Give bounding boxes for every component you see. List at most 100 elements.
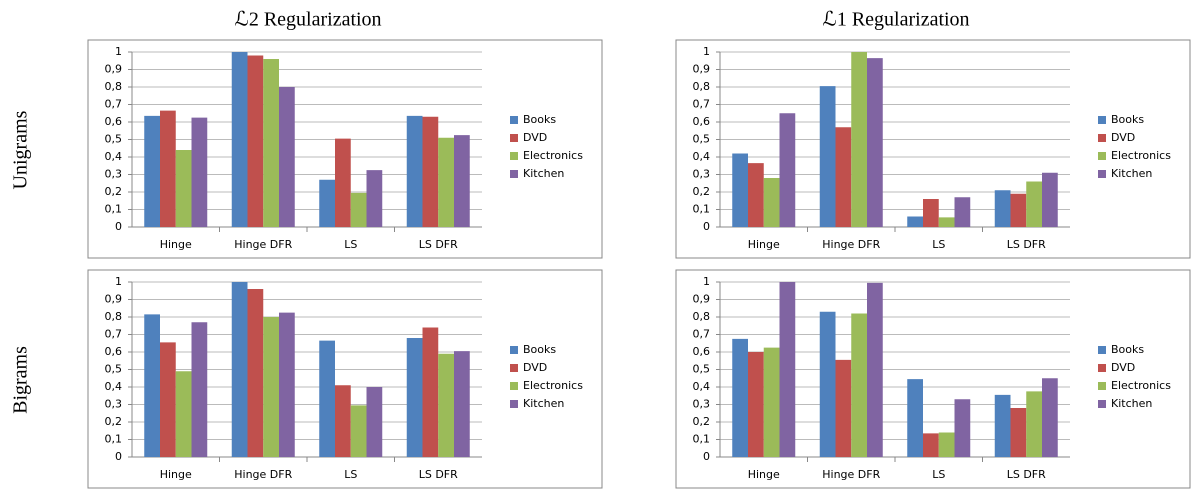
x-tick-label: LS <box>344 468 357 481</box>
legend-label: DVD <box>523 131 547 144</box>
legend-label: Kitchen <box>1111 167 1152 180</box>
x-tick-label: Hinge <box>748 238 780 251</box>
y-tick-label: 0,7 <box>693 328 711 341</box>
bar <box>231 52 248 227</box>
y-tick-label: 0,6 <box>105 345 123 358</box>
y-tick-label: 1 <box>115 275 122 288</box>
bar <box>748 163 764 227</box>
legend-label: Electronics <box>1111 149 1171 162</box>
y-tick-label: 1 <box>115 45 122 58</box>
legend-label: Electronics <box>523 149 583 162</box>
legend-swatch <box>510 152 518 160</box>
legend-swatch <box>510 382 518 390</box>
bar <box>438 137 454 227</box>
y-tick-label: 0,5 <box>105 133 123 146</box>
bar <box>1026 181 1042 227</box>
y-tick-label: 0,3 <box>693 168 711 181</box>
bar <box>247 289 264 457</box>
bar <box>994 394 1011 457</box>
bar <box>319 179 335 227</box>
bar <box>406 115 423 227</box>
y-tick-label: 0,6 <box>693 115 711 128</box>
bar <box>175 371 192 457</box>
bar <box>279 312 295 457</box>
chart-frame <box>87 269 603 489</box>
column-title: ℒ2 Regularization <box>234 9 381 31</box>
legend-label: DVD <box>1111 131 1135 144</box>
legend-swatch <box>510 400 518 408</box>
y-tick-label: 0,6 <box>105 115 123 128</box>
legend-swatch <box>510 116 518 124</box>
y-tick-label: 0,3 <box>105 398 123 411</box>
bar <box>191 322 208 457</box>
bar <box>1010 408 1027 457</box>
bar <box>923 199 939 227</box>
legend-swatch <box>510 170 518 178</box>
y-tick-label: 0,2 <box>105 185 123 198</box>
y-tick-label: 0,9 <box>105 63 123 76</box>
bar <box>160 342 176 457</box>
bar <box>247 55 264 227</box>
legend-swatch <box>1098 134 1106 142</box>
bar <box>835 127 852 227</box>
bar <box>263 59 279 227</box>
bar <box>350 405 367 457</box>
legend-label: Books <box>523 343 556 356</box>
y-tick-label: 0 <box>703 220 710 233</box>
chart-frame <box>87 39 603 259</box>
legend-label: DVD <box>523 361 547 374</box>
bar <box>366 170 383 227</box>
y-tick-label: 0,5 <box>693 133 711 146</box>
x-tick-label: LS DFR <box>419 238 458 251</box>
bar <box>191 117 208 227</box>
y-tick-label: 0,1 <box>105 433 123 446</box>
bar <box>422 116 439 227</box>
bar <box>144 115 160 227</box>
legend-label: Electronics <box>523 379 583 392</box>
legend-label: Kitchen <box>523 167 564 180</box>
x-tick-label: Hinge <box>160 468 192 481</box>
bar <box>1042 172 1058 227</box>
bar <box>231 282 248 457</box>
column-title: ℒ1 Regularization <box>822 9 969 31</box>
bar <box>454 135 470 227</box>
y-tick-label: 1 <box>703 45 710 58</box>
y-tick-label: 0,8 <box>105 80 123 93</box>
bar <box>1026 391 1042 457</box>
x-tick-label: LS DFR <box>1007 238 1046 251</box>
bar <box>867 58 883 227</box>
y-tick-label: 0,2 <box>105 415 123 428</box>
x-tick-label: Hinge DFR <box>234 238 292 251</box>
x-tick-label: LS <box>344 238 357 251</box>
x-tick-label: Hinge <box>160 238 192 251</box>
y-tick-label: 0,8 <box>693 310 711 323</box>
y-tick-label: 0,4 <box>693 380 711 393</box>
y-tick-label: 0,4 <box>693 150 711 163</box>
legend-label: Electronics <box>1111 379 1171 392</box>
x-tick-label: LS DFR <box>1007 468 1046 481</box>
y-tick-label: 0,7 <box>105 328 123 341</box>
row-label: Unigrams <box>10 110 32 189</box>
bar <box>819 311 836 457</box>
y-tick-label: 0,3 <box>693 398 711 411</box>
legend-swatch <box>1098 364 1106 372</box>
bar <box>350 192 367 227</box>
legend-swatch <box>510 134 518 142</box>
bar <box>954 399 971 457</box>
legend-swatch <box>510 364 518 372</box>
y-tick-label: 0,7 <box>693 98 711 111</box>
bar <box>335 138 351 227</box>
bar <box>366 387 383 457</box>
y-tick-label: 0,9 <box>693 293 711 306</box>
bar <box>335 385 351 457</box>
bar <box>763 347 780 457</box>
bar <box>779 113 796 227</box>
y-tick-label: 0,8 <box>105 310 123 323</box>
bar <box>732 153 748 227</box>
y-tick-label: 0 <box>115 220 122 233</box>
bar <box>938 432 955 457</box>
legend-swatch <box>1098 400 1106 408</box>
bar <box>454 351 470 457</box>
bar <box>422 327 439 457</box>
x-tick-label: Hinge DFR <box>234 468 292 481</box>
